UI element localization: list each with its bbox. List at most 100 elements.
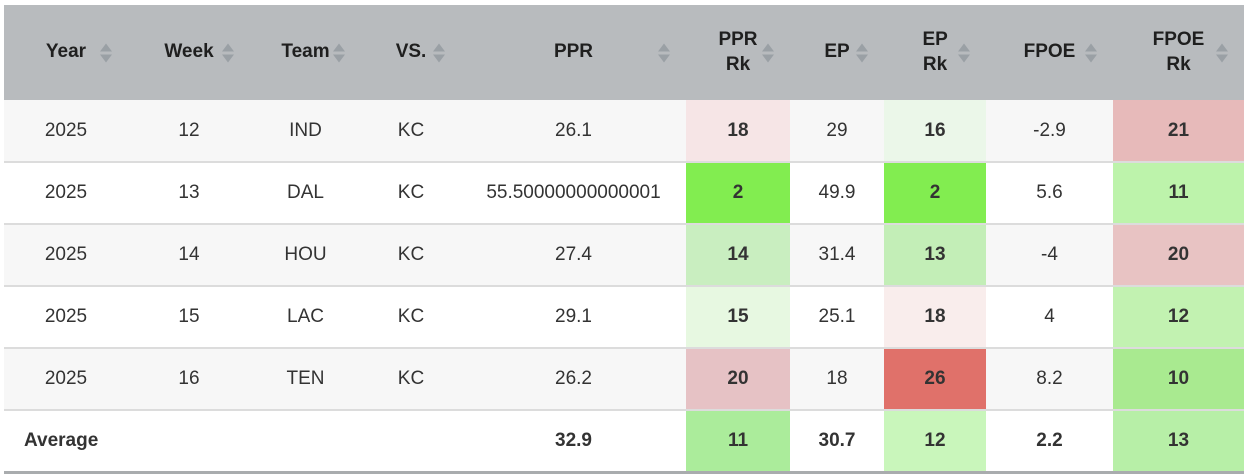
table-row-week-12: 2025 12 IND KC 26.1 18 29 16 -2.9 21	[4, 100, 1244, 162]
column-header-label: PPR Rk	[718, 28, 758, 75]
sort-icon	[333, 43, 345, 62]
cell-ppr: 27.4	[555, 244, 592, 265]
player-weekly-stats-table: Year Week Team VS. PPR PPR Rk EP EP Rk FPOE FPOE …	[4, 5, 1244, 474]
cell-vs: KC	[397, 368, 425, 389]
cell-vs: KC	[397, 244, 425, 265]
cell-fpoe: 4	[1044, 306, 1055, 327]
cell-ppr: 55.50000000000001	[486, 182, 661, 203]
cell-ep_rk: 16	[884, 100, 986, 162]
cell-ppr_rk: 15	[686, 286, 790, 348]
cell-week: 13	[178, 182, 200, 203]
average-row: Average 32.9 11 30.7 12 2.2 13	[4, 410, 1244, 472]
cell-ep: 31.4	[818, 244, 856, 265]
sort-descending-icon	[658, 54, 670, 62]
sort-ascending-icon	[433, 43, 445, 51]
cell-team: IND	[289, 119, 322, 141]
column-header-label: Team	[281, 41, 330, 63]
cell-ppr_rk: 20	[686, 348, 790, 410]
cell-ep: 29	[826, 119, 848, 141]
sort-descending-icon	[333, 54, 345, 62]
cell-team: DAL	[287, 182, 324, 203]
sort-descending-icon	[958, 54, 970, 62]
column-header-label: PPR	[553, 41, 594, 63]
sort-descending-icon	[856, 54, 868, 62]
table-row-week-13: 2025 13 DAL KC 55.50000000000001 2 49.9 2 5.6 11	[4, 162, 1244, 224]
sort-ascending-icon	[658, 43, 670, 51]
cell-fpoe: 2.2	[1036, 429, 1063, 451]
cell-ep: 25.1	[818, 306, 856, 327]
cell-year: Average	[24, 429, 99, 451]
cell-ppr: 29.1	[555, 306, 592, 327]
sort-descending-icon	[1085, 54, 1097, 62]
cell-fpoe_rk: 11	[1113, 162, 1244, 224]
cell-fpoe: -2.9	[1033, 119, 1066, 141]
cell-week: 16	[178, 368, 200, 389]
table-header: Year Week Team VS. PPR PPR Rk EP EP Rk FPOE FPOE …	[4, 5, 1244, 100]
sort-icon	[658, 43, 670, 62]
cell-team	[250, 410, 361, 472]
column-header-ppr[interactable]: PPR	[461, 5, 686, 100]
cell-ppr: 26.1	[555, 119, 592, 141]
stats-table-container: Year Week Team VS. PPR PPR Rk EP EP Rk FPOE FPOE …	[4, 5, 1244, 474]
cell-fpoe: 8.2	[1036, 368, 1063, 389]
cell-week: 14	[178, 244, 200, 265]
column-header-team[interactable]: Team	[250, 5, 361, 100]
sort-ascending-icon	[1085, 43, 1097, 51]
sort-ascending-icon	[958, 43, 970, 51]
cell-fpoe: -4	[1041, 244, 1058, 265]
cell-fpoe_rk: 21	[1113, 100, 1244, 162]
column-header-ep[interactable]: EP	[790, 5, 884, 100]
cell-year: 2025	[44, 368, 88, 389]
cell-team: HOU	[284, 244, 327, 265]
sort-icon	[856, 43, 868, 62]
cell-year: 2025	[44, 182, 88, 203]
column-header-ppr_rk[interactable]: PPR Rk	[686, 5, 790, 100]
cell-ppr_rk: 11	[686, 410, 790, 472]
cell-vs: KC	[397, 306, 425, 327]
cell-vs: KC	[397, 119, 425, 141]
table-row-week-14: 2025 14 HOU KC 27.4 14 31.4 13 -4 20	[4, 224, 1244, 286]
column-header-label: FPOE Rk	[1152, 28, 1205, 75]
column-header-label: VS.	[395, 41, 427, 63]
table-row-week-16: 2025 16 TEN KC 26.2 20 18 26 8.2 10	[4, 348, 1244, 410]
sort-ascending-icon	[1216, 43, 1228, 51]
sort-ascending-icon	[762, 43, 774, 51]
column-header-label: FPOE	[1023, 41, 1076, 63]
cell-vs: KC	[397, 182, 425, 203]
cell-ppr_rk: 2	[686, 162, 790, 224]
cell-fpoe_rk: 20	[1113, 224, 1244, 286]
column-header-fpoe[interactable]: FPOE	[986, 5, 1113, 100]
cell-ppr_rk: 18	[686, 100, 790, 162]
cell-fpoe: 5.6	[1036, 182, 1063, 203]
cell-fpoe_rk: 10	[1113, 348, 1244, 410]
cell-week	[128, 410, 250, 472]
sort-descending-icon	[762, 54, 774, 62]
column-header-label: EP	[824, 41, 850, 63]
sort-icon	[222, 43, 234, 62]
cell-ep: 30.7	[818, 429, 856, 451]
sort-ascending-icon	[222, 43, 234, 51]
cell-fpoe_rk: 12	[1113, 286, 1244, 348]
cell-ep_rk: 2	[884, 162, 986, 224]
cell-ep_rk: 12	[884, 410, 986, 472]
sort-ascending-icon	[333, 43, 345, 51]
column-header-ep_rk[interactable]: EP Rk	[884, 5, 986, 100]
sort-ascending-icon	[100, 43, 112, 51]
sort-descending-icon	[100, 54, 112, 62]
cell-year: 2025	[44, 119, 88, 141]
cell-ppr: 32.9	[555, 429, 592, 451]
sort-icon	[100, 43, 112, 62]
table-body: 2025 12 IND KC 26.1 18 29 16 -2.9 21 2025 13 DAL KC 55…	[4, 100, 1244, 472]
column-header-label: Week	[164, 41, 214, 63]
sort-icon	[762, 43, 774, 62]
column-header-fpoe_rk[interactable]: FPOE Rk	[1113, 5, 1244, 100]
cell-ep: 18	[826, 368, 848, 389]
cell-week: 12	[178, 119, 200, 141]
column-header-year[interactable]: Year	[4, 5, 128, 100]
column-header-week[interactable]: Week	[128, 5, 250, 100]
cell-vs	[361, 410, 461, 472]
sort-descending-icon	[433, 54, 445, 62]
cell-ep_rk: 26	[884, 348, 986, 410]
column-header-vs[interactable]: VS.	[361, 5, 461, 100]
table-header-row: Year Week Team VS. PPR PPR Rk EP EP Rk FPOE FPOE …	[4, 5, 1244, 100]
